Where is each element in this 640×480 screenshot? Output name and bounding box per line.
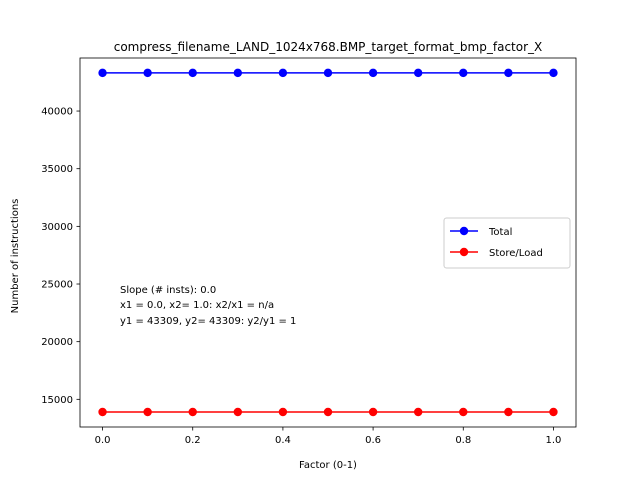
data-point bbox=[278, 407, 288, 417]
x-tick-label: 0.0 bbox=[95, 435, 111, 446]
legend-label-0: Total bbox=[488, 227, 512, 238]
annotation-line-x-ratio: x1 = 0.0, x2= 1.0: x2/x1 = n/a bbox=[120, 300, 274, 311]
data-point bbox=[323, 68, 333, 78]
data-point bbox=[549, 68, 558, 78]
data-point bbox=[368, 407, 378, 417]
data-point bbox=[278, 68, 288, 78]
data-point bbox=[233, 68, 243, 78]
data-point bbox=[413, 407, 423, 417]
data-point bbox=[413, 68, 423, 78]
data-point bbox=[323, 407, 333, 417]
data-point bbox=[143, 68, 152, 78]
chart-title: compress_filename_LAND_1024x768.BMP_targ… bbox=[114, 40, 543, 54]
x-tick-label: 0.6 bbox=[365, 435, 381, 446]
data-point bbox=[549, 407, 558, 417]
x-tick-label: 0.2 bbox=[185, 435, 201, 446]
data-point bbox=[233, 407, 243, 417]
legend: Total Store/Load bbox=[443, 217, 571, 269]
plot-area: 0.0 0.2 0.4 0.6 0.8 1.0 15000 20000 25000 30000 35… bbox=[41, 57, 577, 446]
data-point bbox=[143, 407, 152, 417]
y-tick-label: 40000 bbox=[41, 107, 73, 118]
y-axis-label: Number of instructions bbox=[10, 199, 21, 314]
y-tick-label: 30000 bbox=[41, 222, 73, 233]
slope-annotation: Slope (# insts): 0.0 x1 = 0.0, x2= 1.0: … bbox=[120, 285, 296, 327]
data-point bbox=[98, 407, 107, 417]
annotation-line-y-ratio: y1 = 43309, y2= 43309: y2/y1 = 1 bbox=[120, 316, 296, 327]
y-tick-label: 20000 bbox=[41, 337, 73, 348]
data-point bbox=[188, 407, 197, 417]
data-point bbox=[368, 68, 378, 78]
axes-frame bbox=[79, 57, 577, 428]
data-point bbox=[459, 407, 468, 417]
data-point bbox=[188, 68, 197, 78]
y-tick-label: 35000 bbox=[41, 164, 73, 175]
data-point bbox=[504, 407, 513, 417]
x-tick-label: 1.0 bbox=[546, 435, 562, 446]
x-tick-label: 0.4 bbox=[275, 435, 291, 446]
legend-marker-1 bbox=[459, 247, 469, 257]
legend-label-1: Store/Load bbox=[489, 248, 543, 259]
x-axis-label: Factor (0-1) bbox=[299, 460, 357, 471]
x-tick-label: 0.8 bbox=[455, 435, 471, 446]
data-point bbox=[98, 68, 107, 78]
y-tick-label: 25000 bbox=[41, 280, 73, 291]
y-tick-label: 15000 bbox=[41, 395, 73, 406]
annotation-line-slope: Slope (# insts): 0.0 bbox=[120, 285, 216, 296]
data-point bbox=[504, 68, 513, 78]
legend-box bbox=[443, 217, 571, 269]
legend-marker-0 bbox=[459, 226, 469, 236]
data-point bbox=[459, 68, 468, 78]
